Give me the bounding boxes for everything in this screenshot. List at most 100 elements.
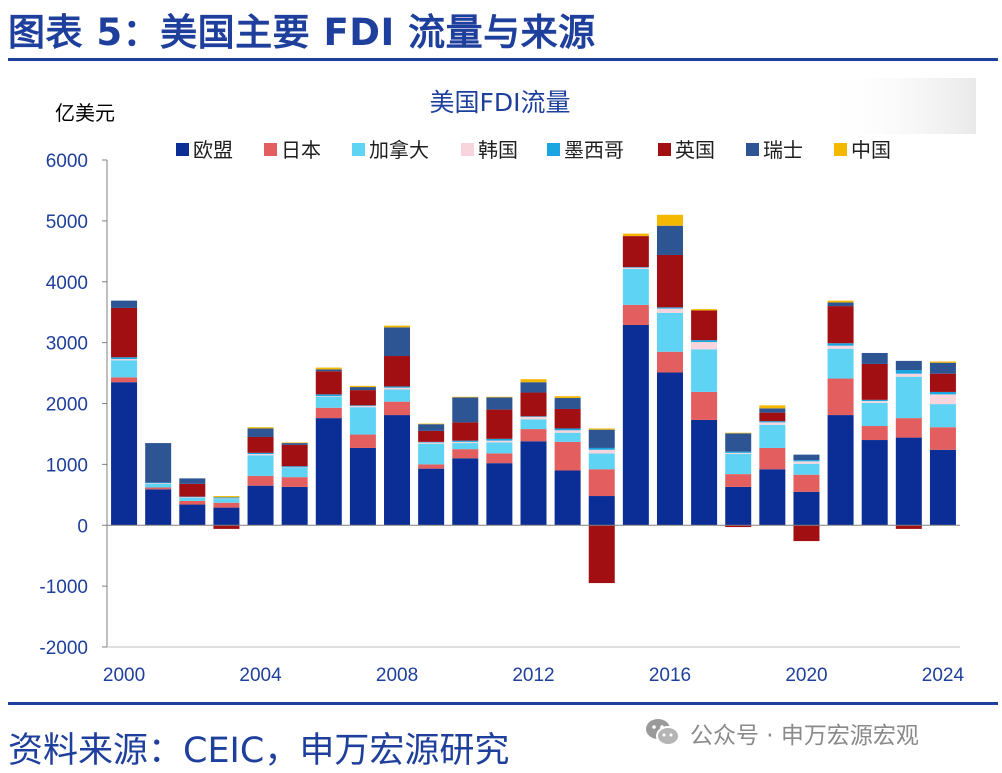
- bar-2000-欧盟: [111, 382, 138, 526]
- bar-2020-日本: [793, 474, 820, 492]
- bar-2016-韩国: [656, 308, 683, 313]
- bar-2019-欧盟: [759, 469, 786, 526]
- bar-2016-英国: [656, 254, 683, 308]
- y-tick-label: 4000: [46, 273, 88, 294]
- bar-2023-加拿大: [895, 376, 922, 419]
- bar-2009-加拿大: [418, 443, 445, 465]
- bar-2020-欧盟: [793, 491, 820, 526]
- bar-2017-韩国: [691, 342, 718, 350]
- footer-rule: [8, 702, 998, 705]
- x-axis: 2000 2004 2008 2012 2016 2020 2024: [103, 665, 965, 686]
- bar-2014-欧盟: [588, 496, 615, 526]
- bar-2017-欧盟: [691, 419, 718, 526]
- bar-2024-日本: [929, 427, 956, 450]
- bar-2018-英国: [725, 525, 752, 528]
- bar-2013-加拿大: [554, 432, 581, 442]
- wechat-icon: [646, 719, 680, 746]
- bar-2018-墨西哥: [725, 451, 752, 453]
- bar-2007-中国: [349, 385, 376, 388]
- legend-swatch-瑞士: [746, 143, 759, 156]
- bar-2003-加拿大: [213, 499, 240, 503]
- y-tick-label: 5000: [46, 212, 88, 233]
- legend-label-日本: 日本: [281, 138, 321, 162]
- bar-2016-日本: [656, 351, 683, 373]
- bar-2018-日本: [725, 474, 752, 487]
- bar-2006-日本: [315, 407, 342, 419]
- bar-2013-英国: [554, 408, 581, 429]
- bar-2012-瑞士: [520, 382, 547, 393]
- bar-2010-欧盟: [452, 458, 479, 526]
- bar-2016-加拿大: [656, 312, 683, 352]
- bar-2024-英国: [929, 373, 956, 392]
- legend-label-英国: 英国: [675, 138, 715, 162]
- bar-2004-瑞士: [247, 428, 274, 437]
- bar-2019-日本: [759, 447, 786, 470]
- legend-swatch-中国: [834, 143, 847, 156]
- bar-2017-英国: [691, 310, 718, 341]
- y-tick-label: 3000: [46, 334, 88, 355]
- bar-2020-瑞士: [793, 454, 820, 461]
- chart-title: 美国FDI流量: [429, 88, 570, 117]
- bar-2001-墨西哥: [145, 482, 172, 484]
- bar-2010-韩国: [452, 441, 479, 444]
- bar-2004-墨西哥: [247, 452, 274, 455]
- bar-2018-瑞士: [725, 433, 752, 452]
- bar-2017-墨西哥: [691, 340, 718, 343]
- bar-2021-欧盟: [827, 415, 854, 526]
- bar-2007-欧盟: [349, 447, 376, 526]
- bar-2003-中国: [213, 496, 240, 498]
- legend: 欧盟 日本 加拿大 韩国 墨西哥 英国 瑞士 中国: [176, 138, 891, 162]
- x-tick-label: 2004: [239, 665, 282, 686]
- bar-2007-瑞士: [349, 387, 376, 391]
- chart-corner-decoration: [820, 78, 976, 134]
- legend-swatch-英国: [658, 143, 671, 156]
- y-axis: 6000 5000 4000 3000 2000 1000 0 -1000 -2000: [39, 151, 107, 659]
- bar-2021-韩国: [827, 345, 854, 349]
- bar-2023-英国: [895, 525, 922, 529]
- bar-2010-加拿大: [452, 443, 479, 450]
- bar-2000-英国: [111, 307, 138, 358]
- bar-2018-韩国: [725, 452, 752, 455]
- bar-2003-韩国: [213, 498, 240, 500]
- bar-2000-加拿大: [111, 360, 138, 378]
- y-tick-label: -1000: [39, 577, 88, 598]
- bar-2008-日本: [384, 401, 411, 416]
- bar-2008-墨西哥: [384, 386, 411, 388]
- bar-2015-欧盟: [622, 324, 649, 526]
- bar-2001-日本: [145, 487, 172, 490]
- bar-2006-欧盟: [315, 418, 342, 526]
- bar-2010-墨西哥: [452, 440, 479, 442]
- axes: [106, 160, 960, 648]
- bar-2001-加拿大: [145, 483, 172, 488]
- bar-2009-韩国: [418, 442, 445, 444]
- bar-2019-瑞士: [759, 408, 786, 413]
- bar-2002-加拿大: [179, 497, 206, 501]
- bar-2021-墨西哥: [827, 343, 854, 346]
- bar-2007-韩国: [349, 405, 376, 408]
- bar-2023-韩国: [895, 373, 922, 377]
- x-tick-label: 2016: [649, 665, 691, 686]
- bar-2015-加拿大: [622, 268, 649, 305]
- bar-2005-韩国: [281, 467, 308, 469]
- x-tick-label: 2020: [785, 665, 827, 686]
- bar-2007-墨西哥: [349, 405, 376, 406]
- bar-2014-韩国: [588, 449, 615, 454]
- bar-2010-日本: [452, 449, 479, 459]
- bar-2001-瑞士: [145, 443, 172, 483]
- watermark-text: 公众号 · 申万宏源宏观: [690, 723, 919, 749]
- bar-2022-加拿大: [861, 402, 888, 427]
- bar-2013-瑞士: [554, 398, 581, 409]
- bar-2005-加拿大: [281, 468, 308, 478]
- bar-2009-欧盟: [418, 468, 445, 526]
- bar-2014-墨西哥: [588, 447, 615, 450]
- bar-2011-中国: [486, 396, 513, 398]
- bar-2002-墨西哥: [179, 496, 206, 498]
- bar-2019-韩国: [759, 422, 786, 425]
- bar-2004-中国: [247, 427, 274, 429]
- legend-swatch-加拿大: [352, 143, 365, 156]
- bar-2008-中国: [384, 325, 411, 328]
- bar-2010-中国: [452, 396, 479, 398]
- bar-2012-欧盟: [520, 441, 547, 526]
- bar-2023-日本: [895, 418, 922, 438]
- bar-2024-瑞士: [929, 362, 956, 374]
